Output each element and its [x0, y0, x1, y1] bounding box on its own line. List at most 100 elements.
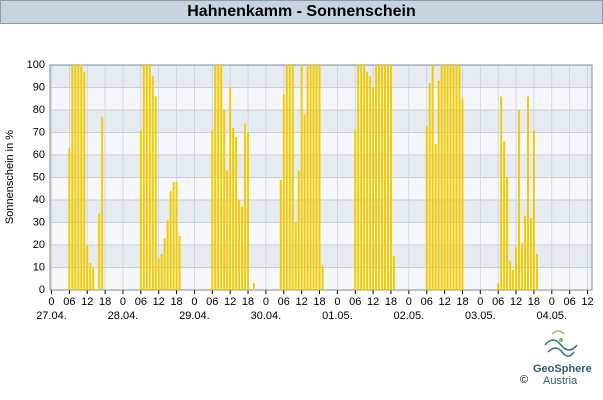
bar [238, 200, 241, 290]
bar [217, 65, 220, 290]
bar [497, 283, 500, 290]
date-label: 28.04. [108, 310, 139, 322]
bar [315, 65, 318, 290]
y-tick-label: 10 [33, 261, 45, 273]
bar [77, 65, 80, 290]
bar [434, 143, 437, 290]
y-tick-label: 50 [33, 171, 45, 183]
y-tick-label: 0 [39, 284, 45, 296]
bar [381, 65, 384, 290]
bar [387, 65, 390, 290]
bar [529, 218, 532, 290]
date-label: 03.05. [465, 310, 496, 322]
x-tick-label: 12 [438, 296, 450, 308]
bar [440, 65, 443, 290]
bar [297, 170, 300, 290]
x-tick-label: 12 [367, 296, 379, 308]
bar [360, 65, 363, 290]
bar [300, 65, 303, 290]
bar [392, 256, 395, 290]
bar [148, 65, 151, 290]
bar [443, 65, 446, 290]
x-tick-label: 18 [313, 296, 325, 308]
grid-band [50, 177, 592, 200]
bar [515, 247, 518, 290]
bar [220, 65, 223, 290]
bar [535, 254, 538, 290]
bar [318, 65, 321, 290]
bar [139, 130, 142, 290]
bar [98, 213, 101, 290]
bar [89, 263, 92, 290]
bar [503, 141, 506, 290]
x-tick-label: 12 [296, 296, 308, 308]
x-tick-label: 0 [549, 296, 555, 308]
bar [288, 65, 291, 290]
grid-band [50, 87, 592, 110]
bar [92, 267, 95, 290]
bar [282, 94, 285, 290]
bar [437, 80, 440, 290]
bar [446, 65, 449, 290]
bar [241, 206, 244, 290]
x-tick-label: 06 [278, 296, 290, 308]
bar [431, 65, 434, 290]
y-tick-label: 40 [33, 194, 45, 206]
x-tick-label: 18 [456, 296, 468, 308]
bar [229, 87, 232, 290]
bar [71, 65, 74, 290]
grid-band [50, 200, 592, 223]
x-tick-label: 0 [477, 296, 483, 308]
bar [509, 260, 512, 290]
bar [506, 177, 509, 290]
y-tick-label: 100 [27, 59, 45, 71]
bar [145, 65, 148, 290]
x-tick-label: 18 [170, 296, 182, 308]
bar [178, 236, 181, 290]
bar [521, 242, 524, 290]
grid-band [50, 65, 592, 88]
bar [306, 65, 309, 290]
bar [166, 220, 169, 290]
bar [312, 65, 315, 290]
bar [151, 76, 154, 290]
bar [452, 65, 455, 290]
bar [372, 87, 375, 290]
grid-band [50, 222, 592, 245]
bar [86, 245, 89, 290]
bar [428, 83, 431, 290]
x-tick-label: 0 [263, 296, 269, 308]
bar [455, 65, 458, 290]
plot-frame [49, 64, 593, 291]
bar [523, 215, 526, 290]
x-tick-label: 18 [385, 296, 397, 308]
bar [294, 222, 297, 290]
bar [354, 130, 357, 290]
bar [235, 137, 238, 290]
bar [518, 110, 521, 290]
date-label: 30.04. [251, 310, 282, 322]
x-tick-label: 06 [349, 296, 361, 308]
bar [160, 254, 163, 290]
y-tick-label: 70 [33, 126, 45, 138]
x-tick-label: 06 [421, 296, 433, 308]
bar [363, 65, 366, 290]
x-tick-label: 18 [99, 296, 111, 308]
bar [211, 130, 214, 290]
date-label: 04.05. [536, 310, 567, 322]
bar [425, 125, 428, 290]
bar [449, 65, 452, 290]
bar [366, 71, 369, 290]
x-tick-label: 06 [206, 296, 218, 308]
y-tick-label: 80 [33, 104, 45, 116]
bar [389, 65, 392, 290]
y-tick-label: 90 [33, 81, 45, 93]
bar [526, 96, 529, 290]
grid-band [50, 110, 592, 133]
x-tick-label: 06 [135, 296, 147, 308]
y-tick-label: 30 [33, 216, 45, 228]
bar [83, 71, 86, 290]
copyright: © [520, 374, 528, 386]
x-tick-label: 0 [48, 296, 54, 308]
